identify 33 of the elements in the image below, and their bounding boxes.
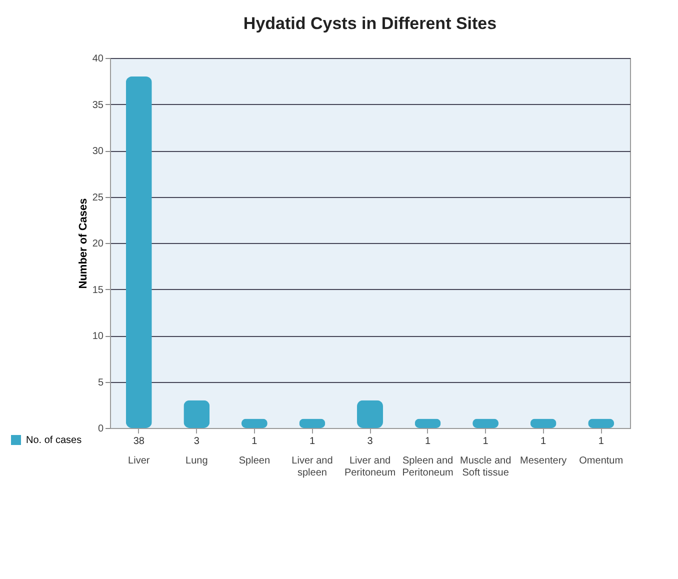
x-tick-label: Omentum: [579, 456, 624, 466]
y-tick-label: 40: [92, 54, 104, 64]
x-tick-label: Muscle and Soft tissue: [460, 456, 512, 478]
data-label: 3: [194, 436, 200, 447]
data-label: 1: [482, 436, 489, 447]
y-tick-label: 15: [92, 284, 104, 296]
y-tick-label: 20: [92, 238, 104, 250]
x-tick-label: Lung: [186, 456, 208, 466]
data-label: 38: [133, 436, 145, 447]
bar: [357, 400, 383, 428]
legend-label: No. of cases: [26, 435, 82, 446]
chart-title: Hydatid Cysts in Different Sites: [243, 14, 497, 33]
x-tick-label: Spleen: [238, 456, 270, 466]
data-label: 1: [598, 436, 604, 447]
y-tick-label: 5: [98, 377, 104, 388]
x-tick-label: Spleen and Peritoneum: [402, 456, 454, 478]
x-tick-label: Liver and Peritoneum: [344, 456, 396, 478]
x-tick-label: Mesentery: [520, 456, 567, 466]
y-tick-label: 0: [98, 424, 104, 434]
x-tick-label: Liver: [128, 456, 150, 466]
bar: [184, 400, 210, 428]
data-label: 1: [540, 436, 547, 447]
data-label: 1: [424, 436, 431, 447]
data-label: 3: [367, 436, 374, 447]
y-tick-label: 25: [92, 192, 104, 204]
y-axis-title: Number of Cases: [77, 198, 90, 289]
data-label: 1: [309, 436, 316, 447]
bar: [126, 76, 152, 428]
y-tick-label: 10: [92, 331, 104, 342]
x-tick-label: Liver and spleen: [292, 456, 333, 478]
data-label: 1: [252, 436, 258, 447]
y-tick-label: 30: [92, 146, 104, 157]
y-tick-label: 35: [92, 100, 104, 111]
